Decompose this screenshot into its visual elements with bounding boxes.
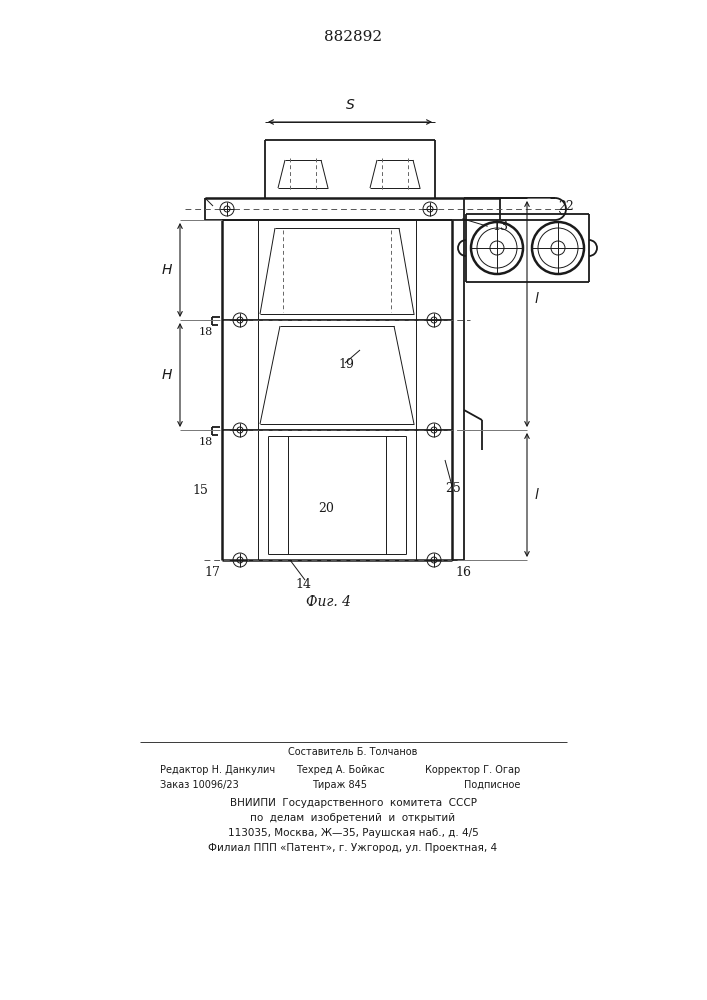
- Text: 18: 18: [199, 327, 214, 337]
- Text: ВНИИПИ  Государственного  комитета  СССР: ВНИИПИ Государственного комитета СССР: [230, 798, 477, 808]
- Text: 16: 16: [455, 566, 471, 578]
- Text: H: H: [162, 263, 172, 277]
- Text: Фиг. 4: Фиг. 4: [305, 595, 351, 609]
- Text: Подписное: Подписное: [464, 780, 520, 790]
- Text: l: l: [535, 292, 539, 306]
- Text: Тираж 845: Тираж 845: [312, 780, 368, 790]
- Text: Составитель Б. Толчанов: Составитель Б. Толчанов: [288, 747, 418, 757]
- Text: 18: 18: [199, 437, 214, 447]
- Text: 20: 20: [318, 502, 334, 514]
- Text: S: S: [346, 98, 354, 112]
- Text: 13: 13: [492, 221, 508, 233]
- Text: Техред А. Бойкас: Техред А. Бойкас: [296, 765, 385, 775]
- Text: 113035, Москва, Ж—35, Раушская наб., д. 4/5: 113035, Москва, Ж—35, Раушская наб., д. …: [228, 828, 479, 838]
- Text: Редактор Н. Данкулич: Редактор Н. Данкулич: [160, 765, 275, 775]
- Text: по  делам  изобретений  и  открытий: по делам изобретений и открытий: [250, 813, 455, 823]
- Text: Корректор Г. Огар: Корректор Г. Огар: [425, 765, 520, 775]
- Text: 17: 17: [204, 566, 220, 578]
- Text: 19: 19: [338, 359, 354, 371]
- Text: H: H: [162, 368, 172, 382]
- Text: 15: 15: [192, 484, 208, 496]
- Text: 14: 14: [295, 578, 311, 591]
- Text: 22: 22: [558, 200, 574, 214]
- Text: 882892: 882892: [324, 30, 382, 44]
- Text: 25: 25: [445, 482, 461, 494]
- Text: l: l: [535, 488, 539, 502]
- Text: Заказ 10096/23: Заказ 10096/23: [160, 780, 239, 790]
- Text: Филиал ППП «Патент», г. Ужгород, ул. Проектная, 4: Филиал ППП «Патент», г. Ужгород, ул. Про…: [209, 843, 498, 853]
